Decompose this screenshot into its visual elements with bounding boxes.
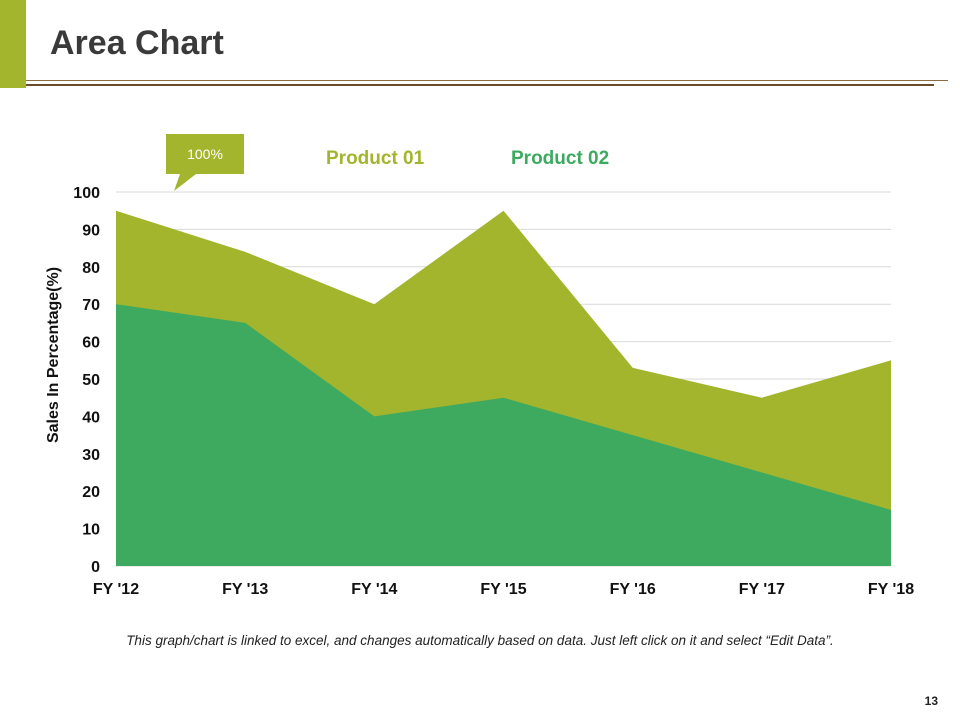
y-tick-label: 40 bbox=[82, 409, 100, 426]
x-tick-label: FY '18 bbox=[868, 581, 914, 598]
x-tick-label: FY '12 bbox=[93, 581, 139, 598]
y-tick-label: 100 bbox=[73, 185, 100, 202]
legend-product-02: Product 02 bbox=[511, 148, 610, 169]
area-series-2 bbox=[116, 304, 891, 566]
footnote: This graph/chart is linked to excel, and… bbox=[126, 633, 834, 648]
y-tick-label: 30 bbox=[82, 447, 100, 464]
x-tick-label: FY '16 bbox=[610, 581, 656, 598]
y-tick-label: 10 bbox=[82, 522, 100, 539]
title-divider bbox=[26, 80, 948, 81]
x-tick-label: FY '14 bbox=[351, 581, 397, 598]
accent-bar bbox=[0, 0, 26, 88]
callout-label: 100% bbox=[187, 146, 223, 162]
x-tick-label: FY '13 bbox=[222, 581, 268, 598]
title-divider-thick bbox=[26, 84, 934, 86]
page-number: 13 bbox=[924, 694, 938, 708]
y-tick-label: 60 bbox=[82, 335, 100, 352]
legend-product-01: Product 01 bbox=[326, 148, 425, 169]
y-tick-label: 20 bbox=[82, 484, 100, 501]
y-tick-label: 90 bbox=[82, 222, 100, 239]
callout-shape bbox=[166, 134, 244, 191]
slide-title: Area Chart bbox=[50, 24, 224, 62]
y-tick-label: 80 bbox=[82, 260, 100, 277]
y-axis-label: Sales In Percentage(%) bbox=[45, 266, 62, 444]
x-tick-label: FY '17 bbox=[739, 581, 785, 598]
y-tick-label: 0 bbox=[91, 559, 100, 576]
y-tick-label: 70 bbox=[82, 297, 100, 314]
y-tick-label: 50 bbox=[82, 372, 100, 389]
x-tick-label: FY '15 bbox=[480, 581, 526, 598]
